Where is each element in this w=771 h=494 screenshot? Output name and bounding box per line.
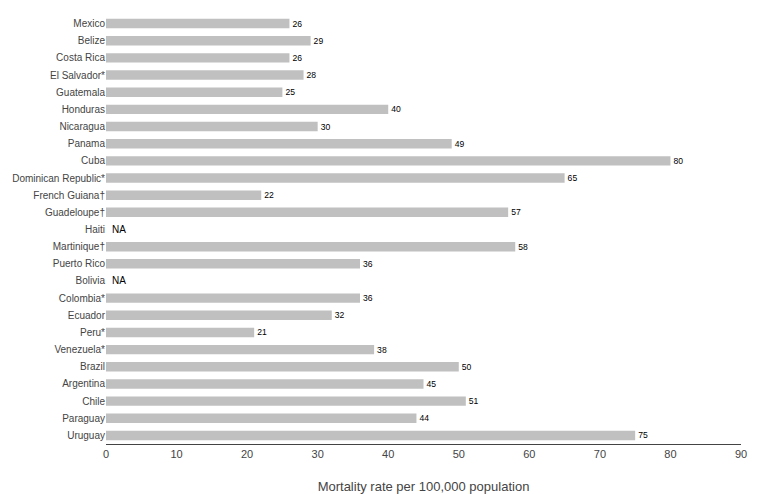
svg-text:50: 50 (453, 448, 465, 460)
svg-text:Guatemala: Guatemala (56, 87, 105, 98)
svg-text:Guadeloupe†: Guadeloupe† (45, 207, 105, 218)
svg-text:45: 45 (427, 379, 437, 389)
svg-text:32: 32 (335, 310, 345, 320)
svg-text:Chile: Chile (82, 396, 105, 407)
svg-text:36: 36 (363, 293, 373, 303)
svg-text:36: 36 (363, 259, 373, 269)
svg-text:Martinique†: Martinique† (53, 241, 105, 252)
svg-text:Colombia*: Colombia* (59, 293, 105, 304)
svg-text:Bolivia: Bolivia (76, 275, 106, 286)
svg-text:75: 75 (638, 430, 648, 440)
svg-text:65: 65 (568, 173, 578, 183)
svg-text:French Guiana†: French Guiana† (33, 190, 105, 201)
svg-text:80: 80 (673, 156, 683, 166)
svg-text:90: 90 (735, 448, 747, 460)
svg-text:26: 26 (292, 53, 302, 63)
svg-text:Mortality rate per 100,000 pop: Mortality rate per 100,000 population (318, 479, 530, 494)
svg-text:Cuba: Cuba (81, 155, 105, 166)
svg-text:58: 58 (518, 242, 528, 252)
svg-text:NA: NA (112, 275, 126, 286)
svg-text:Mexico: Mexico (73, 18, 105, 29)
svg-text:25: 25 (285, 87, 295, 97)
svg-text:57: 57 (511, 207, 521, 217)
svg-text:30: 30 (321, 122, 331, 132)
svg-text:10: 10 (170, 448, 182, 460)
svg-text:21: 21 (257, 327, 267, 337)
svg-text:Uruguay: Uruguay (67, 430, 105, 441)
svg-text:Paraguay: Paraguay (62, 413, 105, 424)
svg-text:NA: NA (112, 224, 126, 235)
svg-text:28: 28 (307, 70, 317, 80)
svg-text:20: 20 (241, 448, 253, 460)
svg-text:70: 70 (594, 448, 606, 460)
svg-text:Honduras: Honduras (62, 104, 105, 115)
svg-text:Venezuela*: Venezuela* (54, 344, 105, 355)
svg-text:Argentina: Argentina (62, 378, 105, 389)
svg-text:Panama: Panama (68, 138, 106, 149)
svg-text:51: 51 (469, 396, 479, 406)
svg-text:22: 22 (264, 190, 274, 200)
svg-text:60: 60 (523, 448, 535, 460)
svg-text:49: 49 (455, 139, 465, 149)
svg-text:El Salvador*: El Salvador* (50, 70, 105, 81)
svg-text:29: 29 (314, 36, 324, 46)
svg-text:Puerto Rico: Puerto Rico (53, 258, 106, 269)
svg-text:40: 40 (382, 448, 394, 460)
svg-text:30: 30 (312, 448, 324, 460)
svg-text:26: 26 (292, 19, 302, 29)
svg-text:Peru*: Peru* (80, 327, 105, 338)
svg-text:Haiti: Haiti (85, 224, 105, 235)
svg-text:50: 50 (462, 362, 472, 372)
svg-text:38: 38 (377, 345, 387, 355)
svg-text:44: 44 (419, 413, 429, 423)
svg-text:Dominican Republic*: Dominican Republic* (12, 173, 105, 184)
svg-text:0: 0 (103, 448, 109, 460)
svg-text:80: 80 (664, 448, 676, 460)
svg-text:40: 40 (391, 104, 401, 114)
svg-text:Brazil: Brazil (80, 361, 105, 372)
svg-text:Ecuador: Ecuador (68, 310, 106, 321)
svg-text:Nicaragua: Nicaragua (59, 121, 105, 132)
svg-text:Belize: Belize (78, 35, 106, 46)
svg-text:Costa Rica: Costa Rica (56, 52, 105, 63)
